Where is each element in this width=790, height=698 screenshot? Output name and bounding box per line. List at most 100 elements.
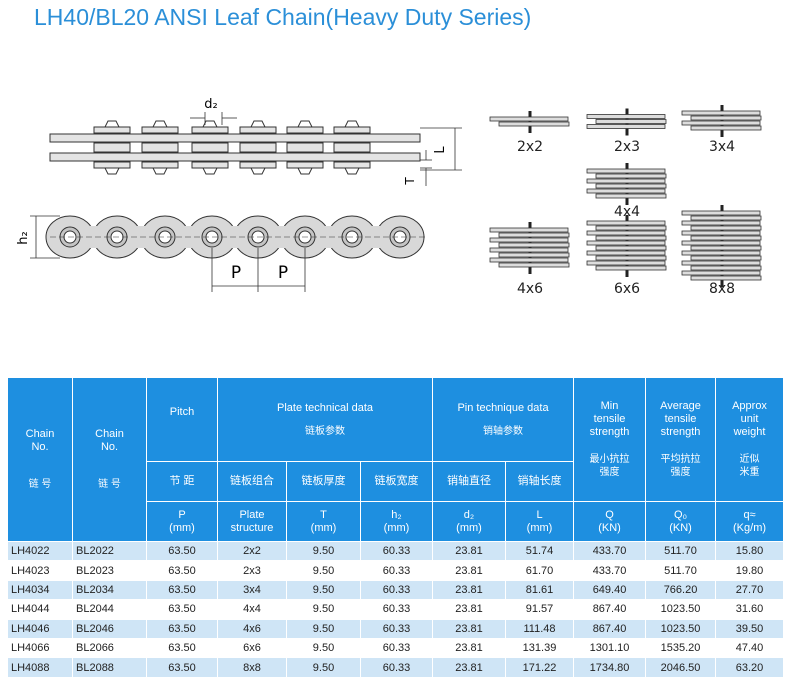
plate xyxy=(141,142,179,153)
dim-label: L xyxy=(433,146,448,154)
pin-head xyxy=(104,167,120,175)
cell: 6x6 xyxy=(217,637,287,659)
header-cell: Pitch xyxy=(146,377,218,462)
cell: 63.20 xyxy=(715,657,785,678)
plate xyxy=(191,161,229,169)
header-cell: Q₀ (KN) xyxy=(645,501,717,542)
header-text: 链 号 xyxy=(98,479,121,490)
profile-view xyxy=(30,215,425,292)
dim-label: d₂ xyxy=(204,97,217,112)
header-cell: Pin technique data 销轴参数 xyxy=(431,377,575,462)
header-text: 近似 米重 xyxy=(739,454,760,478)
cell: 1023.50 xyxy=(645,618,717,639)
pin-head xyxy=(250,120,266,128)
plate xyxy=(586,168,666,174)
cell: 63.50 xyxy=(146,579,218,601)
config-label: 2x3 xyxy=(614,139,640,155)
plate xyxy=(93,126,131,134)
cell: LH4066 xyxy=(7,637,73,659)
cell: 111.48 xyxy=(504,618,575,639)
header-cell: q≈ (Kg/m) xyxy=(715,501,785,542)
spec-table: Chain No. 链 号 Chain No. 链 号 Pitch Plate te… xyxy=(7,377,785,678)
plate xyxy=(595,225,667,231)
cell: 51.74 xyxy=(504,540,575,562)
header-cell: 节 距 xyxy=(146,461,218,502)
table-row: LH4023 BL2023 63.50 2x3 9.50 60.33 23.81 61.70 4… xyxy=(7,560,785,581)
header-cell: L (mm) xyxy=(504,501,575,542)
cell: BL2044 xyxy=(72,599,147,620)
cell: 23.81 xyxy=(432,637,506,659)
top-view xyxy=(49,112,462,186)
cell: 63.50 xyxy=(146,657,218,678)
header-cell: P (mm) xyxy=(146,501,218,542)
cell: LH4088 xyxy=(7,657,73,678)
cell: BL2034 xyxy=(72,579,147,601)
header-cell: Q (KN) xyxy=(573,501,647,542)
plate xyxy=(595,119,667,124)
cell: 31.60 xyxy=(715,599,785,620)
cell: 867.40 xyxy=(573,618,647,639)
plate xyxy=(690,115,762,121)
header-cell: Average tensile strength 平均抗拉 强度 xyxy=(645,377,717,502)
cell: 60.33 xyxy=(360,599,433,620)
header-cell: Min tensile strength 最小抗拉 强度 xyxy=(573,377,647,502)
plate xyxy=(690,235,762,241)
plate xyxy=(690,265,762,271)
header-cell: Approx unit weight 近似 米重 xyxy=(715,377,785,502)
diagram: 2x2 2x3 3x4 4x4 4x6 6x6 8x8 d₂ L T h₂ P P xyxy=(16,97,762,297)
header-cell: h₂ (mm) xyxy=(360,501,433,542)
plate xyxy=(595,255,667,261)
header-cell: 销轴长度 xyxy=(504,461,575,502)
header-text: Chain No. xyxy=(25,428,55,453)
cell: 39.50 xyxy=(715,618,785,639)
plate xyxy=(489,116,569,122)
plate xyxy=(690,275,762,281)
pin-head xyxy=(297,167,313,175)
header-text: 链 号 xyxy=(28,479,52,490)
header-text: Chain No. xyxy=(95,428,124,453)
table-row: LH4046 BL2046 63.50 4x6 9.50 60.33 23.81 111.48… xyxy=(7,618,785,639)
plate xyxy=(586,240,666,246)
plate xyxy=(690,225,762,231)
plate xyxy=(595,173,667,179)
cell: LH4046 xyxy=(7,618,73,639)
pin-head xyxy=(104,120,120,128)
table-row: LH4088 BL2088 63.50 8x8 9.50 60.33 23.81 171.22… xyxy=(7,657,785,678)
header-cell: 链板厚度 xyxy=(286,461,361,502)
plate xyxy=(681,230,761,236)
plate xyxy=(681,110,761,116)
header-cell: Chain No. 链 号 xyxy=(72,377,147,542)
pin-head xyxy=(202,167,218,175)
plate xyxy=(489,257,569,263)
cell: 1023.50 xyxy=(645,599,717,620)
cell: 2046.50 xyxy=(645,657,717,678)
header-text: Approx unit weight xyxy=(732,400,767,438)
plate xyxy=(690,245,762,251)
config-label: 8x8 xyxy=(709,281,735,297)
plate xyxy=(586,230,666,236)
cell: 63.50 xyxy=(146,618,218,639)
plate xyxy=(681,260,761,266)
cell: 81.61 xyxy=(504,579,575,601)
cell: 2x2 xyxy=(217,540,287,562)
plate xyxy=(681,250,761,256)
cell: LH4034 xyxy=(7,579,73,601)
plate xyxy=(93,161,131,169)
cell: 433.70 xyxy=(573,560,647,581)
cell: 9.50 xyxy=(286,599,361,620)
plate xyxy=(286,161,324,169)
header-text: 链板参数 xyxy=(305,425,345,437)
cell: 60.33 xyxy=(360,540,433,562)
plate xyxy=(690,255,762,261)
cell: 9.50 xyxy=(286,618,361,639)
cell: 27.70 xyxy=(715,579,785,601)
cell: 23.81 xyxy=(432,599,506,620)
plate xyxy=(141,126,179,134)
cell: 61.70 xyxy=(504,560,575,581)
plate xyxy=(586,114,666,119)
cell: 433.70 xyxy=(573,540,647,562)
plate xyxy=(191,142,229,153)
plate xyxy=(595,183,667,189)
cell: 23.81 xyxy=(432,618,506,639)
cell: BL2023 xyxy=(72,560,147,581)
